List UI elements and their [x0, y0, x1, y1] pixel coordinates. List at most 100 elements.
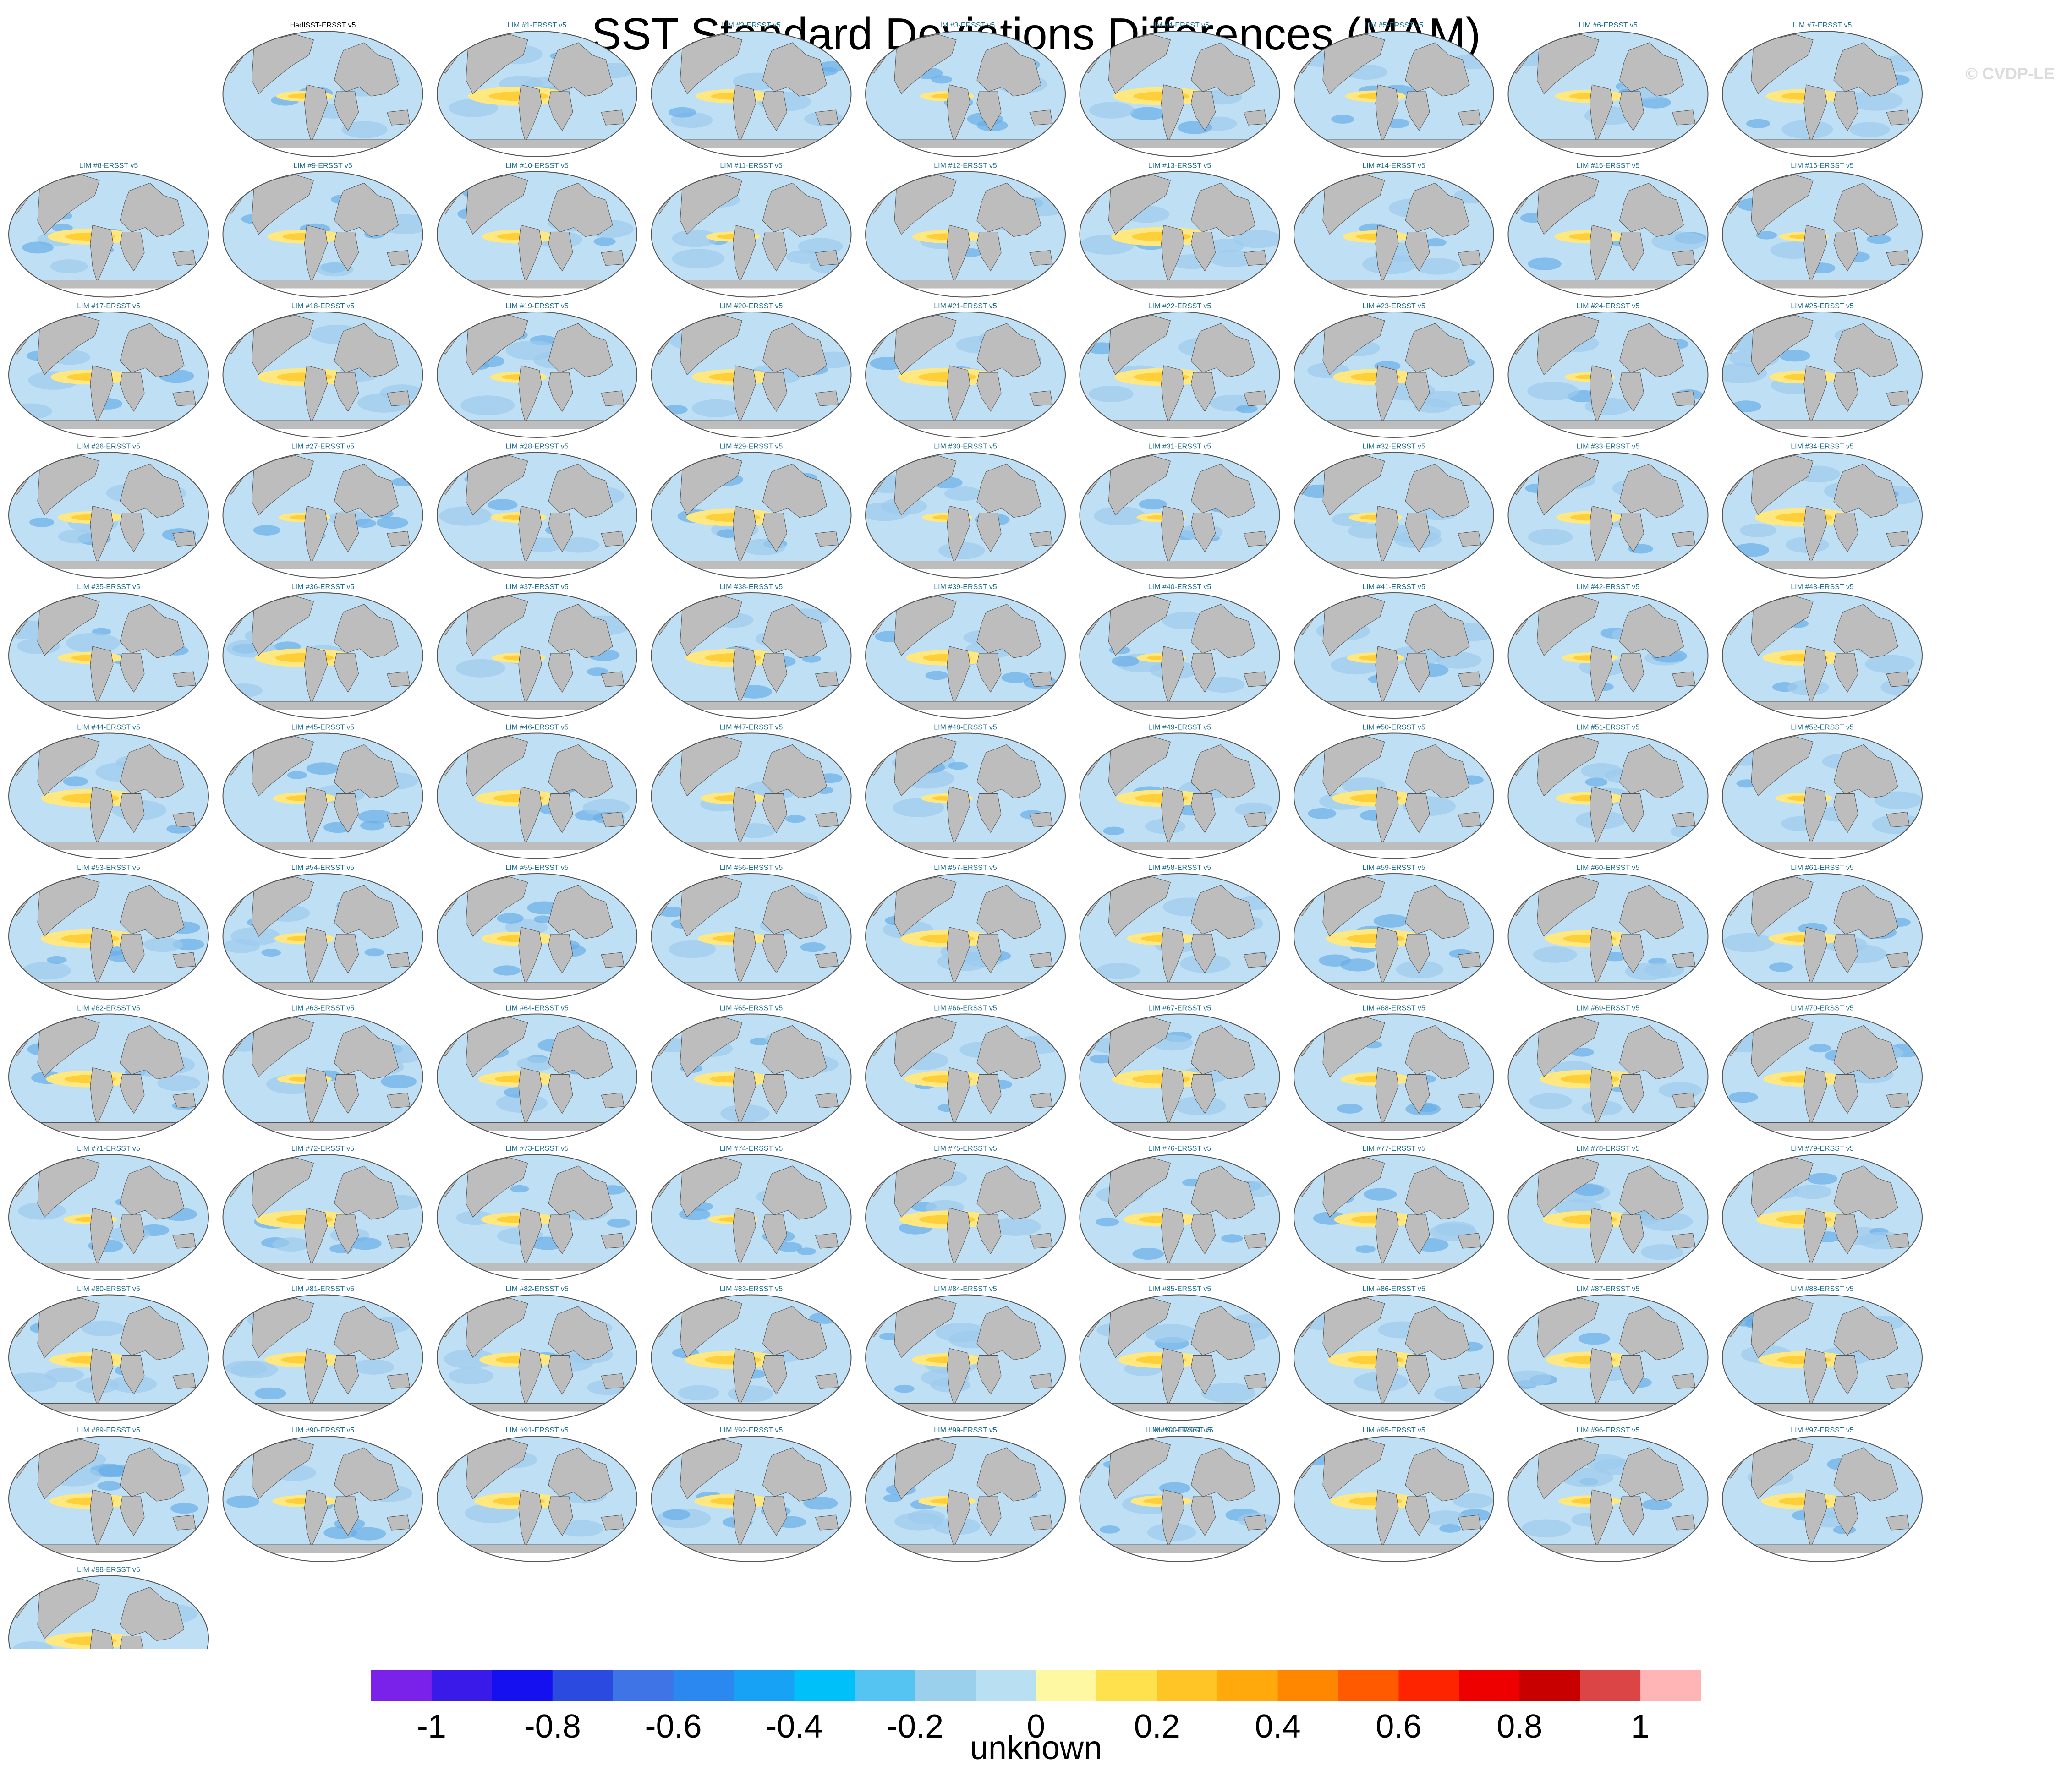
anomaly-blob	[593, 237, 616, 246]
land-mass	[1672, 1514, 1696, 1531]
panel-title: LIM #41-ERSST v5	[1362, 583, 1425, 591]
anomaly-blob	[1139, 498, 1167, 510]
land-mass	[120, 513, 145, 552]
land-mass	[1405, 653, 1430, 693]
globe-outline	[1294, 1436, 1494, 1562]
panel-title: LIM #93-ERSST v5	[934, 1427, 997, 1434]
globe-outline	[865, 312, 1066, 438]
panel-title: LIM #80-ERSST v5	[77, 1285, 140, 1293]
land-mass	[1751, 596, 1814, 656]
map-panel: LIM #79-ERSST v5	[1722, 1145, 1923, 1280]
colorbar-swatch	[1640, 1670, 1701, 1701]
globe-outline	[8, 873, 209, 1000]
map-panel: LIM #55-ERSST v5	[437, 864, 637, 1000]
land-mass	[1190, 513, 1216, 552]
land-mass	[90, 927, 114, 985]
land-mass	[1243, 811, 1267, 828]
land-mass	[947, 786, 970, 845]
land-mass	[1886, 1514, 1910, 1531]
globe-outline	[8, 1154, 209, 1280]
land-mass	[1190, 604, 1256, 658]
land-mass	[37, 1297, 100, 1358]
anomaly-blob	[1722, 933, 1775, 952]
land-mass	[1458, 671, 1481, 687]
anomaly-blob	[802, 655, 822, 663]
anomaly-blob	[785, 814, 806, 823]
globe-outline	[651, 873, 852, 1000]
land-mass	[1619, 1165, 1684, 1220]
land-mass	[947, 365, 970, 424]
land-mass	[1619, 1355, 1644, 1395]
panel-title: LIM #45-ERSST v5	[291, 724, 355, 732]
land-mass	[1190, 372, 1216, 412]
panel-title: LIM #38-ERSST v5	[720, 583, 783, 591]
anomaly-blob	[12, 1641, 53, 1649]
land-mass	[680, 1017, 743, 1077]
land-mass	[1375, 1067, 1399, 1126]
globe-outline	[1079, 171, 1280, 298]
globe-outline	[437, 1013, 637, 1140]
globe-outline	[8, 732, 209, 859]
land-mass	[1405, 885, 1470, 939]
land-mass	[976, 513, 1002, 552]
land-mass	[334, 1355, 359, 1395]
panel-title: LIM #62-ERSST v5	[77, 1005, 140, 1012]
land-mass	[37, 455, 100, 516]
globe-outline	[1722, 1013, 1923, 1140]
anomaly-blob	[750, 1038, 769, 1045]
panel-title: LIM #32-ERSST v5	[1362, 443, 1425, 451]
land-mass	[1672, 109, 1696, 126]
land-mass	[1751, 1297, 1814, 1358]
panel-title: LIM #29-ERSST v5	[720, 443, 783, 451]
land-mass	[548, 793, 573, 833]
land-mass	[947, 1067, 970, 1126]
land-mass	[1589, 927, 1613, 985]
land-mass	[762, 1074, 788, 1114]
anomaly-blob	[1807, 1173, 1838, 1185]
anomaly-blob	[497, 913, 524, 924]
land-mass	[1190, 182, 1256, 237]
land-mass	[1375, 1489, 1399, 1548]
land-mass	[1322, 315, 1385, 375]
land-mass	[1375, 786, 1399, 845]
land-mass	[894, 1157, 957, 1218]
anomaly-blob	[1001, 672, 1030, 683]
anomaly-blob	[879, 1333, 899, 1340]
colorbar-tick-label: 0.6	[1376, 1708, 1421, 1745]
anomaly-blob	[348, 1237, 382, 1250]
anomaly-blob	[582, 799, 630, 817]
panel-title: LIM #1-ERSST v5	[508, 22, 567, 29]
globe-outline	[1722, 873, 1923, 1000]
anomaly-blob	[944, 486, 983, 501]
anomaly-blob	[1874, 791, 1922, 809]
land-mass	[732, 505, 756, 564]
colorbar-tick-label: 0.8	[1496, 1708, 1542, 1745]
land-mass	[732, 646, 756, 705]
anomaly-blob	[1809, 1044, 1831, 1053]
anomaly-blob	[1642, 1499, 1672, 1510]
colorbar-tick-label: -0.4	[766, 1708, 822, 1745]
anomaly-blob	[894, 1512, 943, 1531]
land-mass	[334, 513, 359, 552]
globe-outline	[437, 1436, 637, 1562]
land-mass	[1619, 91, 1644, 131]
land-mass	[1405, 1074, 1430, 1114]
anomaly-blob	[1318, 954, 1351, 967]
land-mass	[762, 1306, 828, 1361]
panel-title: LIM #52-ERSST v5	[1791, 724, 1854, 732]
globe-outline	[865, 592, 1066, 719]
anomaly-blob	[364, 948, 384, 957]
panel-title: LIM #42-ERSST v5	[1577, 583, 1640, 591]
land-mass	[1322, 1297, 1385, 1358]
land-mass	[1375, 505, 1399, 564]
land-mass	[1672, 1092, 1696, 1109]
anomaly-blob	[455, 659, 505, 678]
map-panel: LIM #40-ERSST v5	[1079, 583, 1280, 719]
globe-outline	[651, 312, 852, 438]
land-mass	[386, 952, 411, 968]
land-mass	[1886, 952, 1910, 968]
land-mass	[1833, 885, 1898, 939]
land-mass	[894, 174, 957, 235]
anomaly-blob	[1729, 1091, 1758, 1103]
land-mass	[976, 653, 1002, 693]
